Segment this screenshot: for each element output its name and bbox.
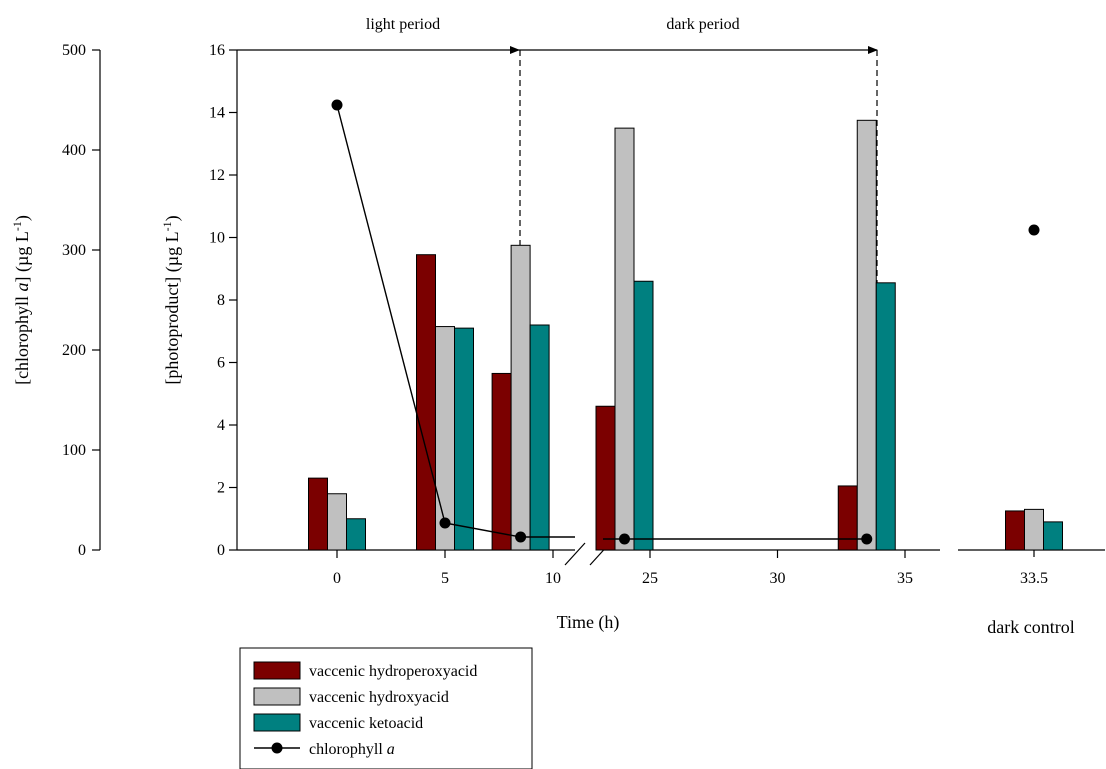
- chlorophyll-point: [331, 99, 343, 111]
- control-axis: 33.5: [958, 549, 1105, 587]
- legend-swatch: [253, 713, 301, 732]
- x-tick-label: 0: [333, 570, 341, 587]
- x-axis: 0 5 10 25 30 35: [237, 542, 940, 587]
- bar: [633, 280, 654, 551]
- bar: [595, 405, 616, 551]
- photoproduct-tick-label: 0: [217, 542, 225, 559]
- chlorophyll-series: [331, 99, 1040, 545]
- chlorophyll-tick-label: 300: [62, 242, 86, 259]
- bar: [837, 485, 858, 551]
- legend-swatch: [253, 661, 301, 680]
- bar: [529, 324, 550, 551]
- chlorophyll-axis: 0 100 200 300 400 500: [62, 42, 101, 559]
- x-tick-label: 10: [545, 570, 561, 587]
- light-period-label: light period: [366, 16, 440, 33]
- bar: [346, 518, 366, 551]
- bar: [856, 119, 877, 551]
- x-tick-label: 35: [897, 570, 913, 587]
- chlorophyll-tick-label: 200: [62, 342, 86, 359]
- x-tick-label: 30: [770, 570, 786, 587]
- photoproduct-tick-label: 16: [209, 42, 225, 59]
- control-bar: [1005, 510, 1025, 551]
- photoproduct-tick-label: 4: [217, 417, 225, 434]
- legend: vaccenic hydroperoxyacid vaccenic hydroxy…: [239, 647, 533, 769]
- bar: [510, 244, 531, 551]
- x-tick-label: 25: [642, 570, 658, 587]
- legend-swatch: [253, 687, 301, 706]
- axis-break-mark: [564, 542, 586, 566]
- control-label: dark control: [987, 617, 1074, 637]
- bar: [875, 282, 896, 551]
- photoproduct-tick-label: 8: [217, 292, 225, 309]
- chlorophyll-point: [619, 533, 630, 545]
- chlorophyll-point: [515, 531, 527, 543]
- photoproduct-axis: 0 2 4 6 8 10 12 14 16: [209, 42, 238, 559]
- period-annotations: light period dark period: [237, 16, 878, 550]
- chlorophyll-tick-label: 100: [62, 442, 86, 459]
- bar: [491, 372, 512, 551]
- control-tick-label: 33.5: [1020, 570, 1048, 587]
- control-bar: [1043, 521, 1063, 551]
- dark-period-label: dark period: [666, 16, 739, 33]
- x-tick-label: 5: [441, 570, 449, 587]
- photoproduct-tick-label: 10: [209, 230, 225, 247]
- bar: [614, 127, 635, 551]
- chlorophyll-tick-label: 500: [62, 42, 86, 59]
- photoproduct-tick-label: 14: [209, 105, 225, 122]
- legend-marker: [271, 742, 283, 754]
- chlorophyll-axis-title: [chlorophyll a] (µg L-1): [10, 215, 33, 385]
- bar: [327, 493, 347, 551]
- chlorophyll-control-point: [1028, 224, 1040, 236]
- chlorophyll-point: [439, 517, 451, 529]
- legend-label: chlorophyll a: [309, 741, 395, 758]
- bar: [416, 254, 436, 551]
- legend-label: vaccenic hydroxyacid: [309, 689, 449, 706]
- chlorophyll-line: [336, 104, 575, 538]
- photoproduct-tick-label: 2: [217, 480, 225, 497]
- legend-label: vaccenic ketoacid: [309, 715, 423, 732]
- legend-label: vaccenic hydroperoxyacid: [309, 663, 477, 680]
- control-bar: [1024, 508, 1044, 551]
- chlorophyll-tick-label: 400: [62, 142, 86, 159]
- bars: [308, 119, 1063, 551]
- photoproduct-tick-label: 6: [217, 355, 225, 372]
- bar: [435, 326, 455, 551]
- bar: [454, 327, 474, 551]
- x-axis-title: Time (h): [557, 612, 620, 633]
- photoproduct-tick-label: 12: [209, 167, 225, 184]
- chlorophyll-tick-label: 0: [78, 542, 86, 559]
- bar: [308, 477, 328, 551]
- chlorophyll-point: [861, 533, 873, 545]
- photoproduct-axis-title: [photoproduct] (µg L-1): [160, 215, 183, 384]
